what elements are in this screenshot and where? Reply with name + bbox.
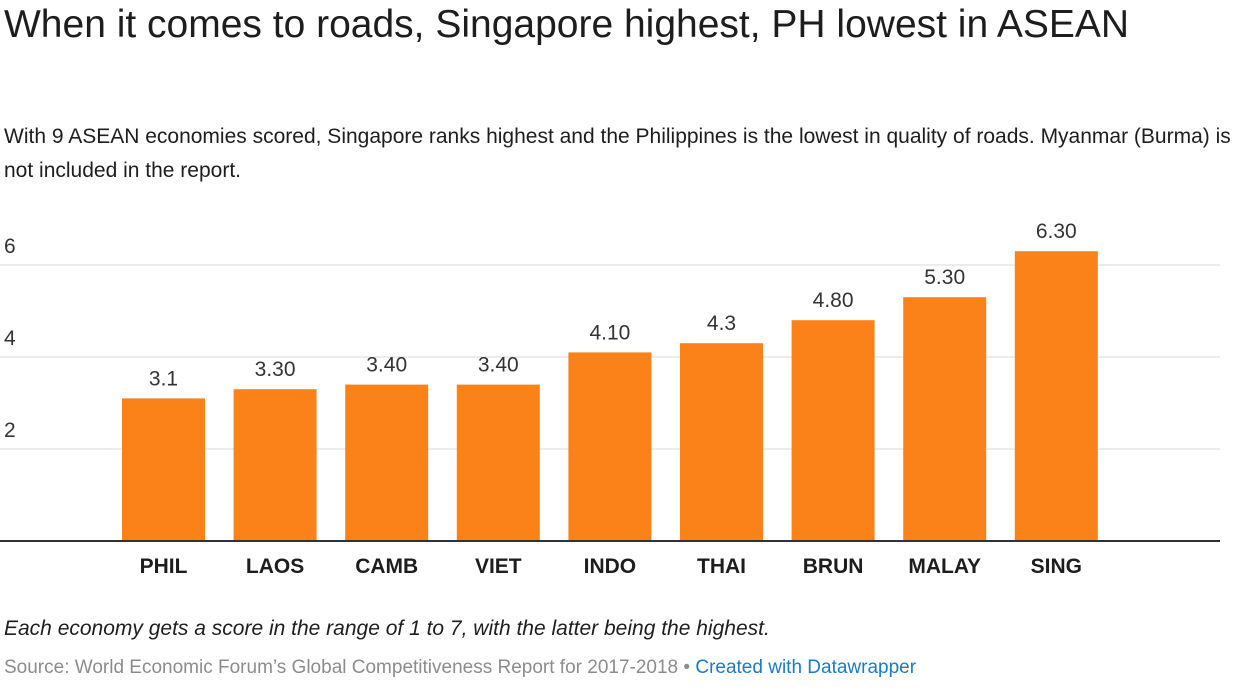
x-axis: PHIL LAOS CAMB VIET INDO THAI BRUN MALAY SING (0, 540, 1220, 578)
category-label: MALAY (908, 555, 981, 578)
datawrapper-credit-link[interactable]: Created with Datawrapper (695, 657, 917, 678)
category-label: THAI (697, 555, 746, 578)
source-text: Source: World Economic Forum’s Global Co… (4, 657, 679, 678)
category-label: LAOS (246, 555, 304, 578)
bar-indo (568, 352, 652, 541)
separator: • (678, 657, 696, 678)
chart-note: Each economy gets a score in the range o… (4, 617, 770, 640)
bars (122, 251, 1098, 541)
value-labels: 3.1 3.30 3.40 3.40 4.10 4.3 4.80 5.30 6.30 (149, 220, 1077, 390)
bar-laos (233, 389, 317, 541)
chart-subtitle: With 9 ASEAN economies scored, Singapore… (4, 125, 1231, 182)
value-label: 4.3 (707, 312, 736, 335)
bar-sing (1014, 251, 1098, 541)
value-label: 3.40 (478, 354, 519, 377)
category-label: PHIL (140, 555, 188, 578)
bar-viet (456, 384, 540, 541)
value-label: 4.80 (813, 289, 854, 312)
category-label: VIET (475, 555, 522, 578)
value-label: 3.30 (255, 358, 296, 381)
value-label: 4.10 (589, 321, 630, 344)
category-label: CAMB (355, 555, 418, 578)
bar-chart: 2 4 6 3.1 3.30 3.40 3.40 4.10 4.3 4.80 5.30 6.30 P… (0, 220, 1220, 578)
y-tick-label: 6 (4, 235, 16, 258)
y-tick-label: 4 (4, 327, 16, 350)
category-label: INDO (584, 555, 637, 578)
y-tick-label: 2 (4, 419, 16, 442)
category-label: SING (1031, 555, 1082, 578)
value-label: 3.40 (366, 354, 407, 377)
category-label: BRUN (803, 555, 864, 578)
bar-brun (791, 320, 875, 541)
value-label: 5.30 (924, 266, 965, 289)
value-label: 6.30 (1036, 220, 1077, 243)
bar-phil (122, 398, 205, 541)
chart-title: When it comes to roads, Singapore highes… (4, 3, 1130, 46)
value-label: 3.1 (149, 367, 178, 390)
bar-camb (345, 384, 429, 541)
bar-thai (680, 343, 763, 541)
source-line: Source: World Economic Forum’s Global Co… (4, 657, 916, 679)
bar-malay (903, 297, 987, 541)
